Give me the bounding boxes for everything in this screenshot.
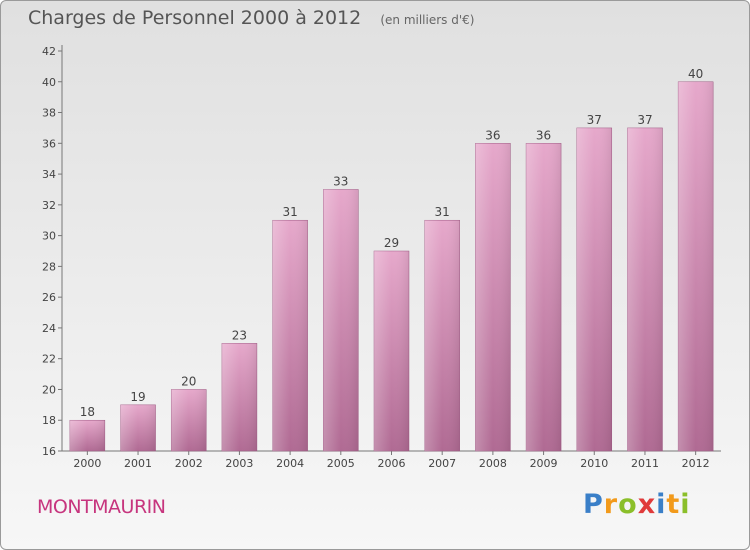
value-label-2011: 37 — [637, 113, 652, 127]
x-tick-label-2002: 2002 — [175, 457, 203, 470]
logo-letter-1: r — [603, 489, 619, 520]
value-label-2012: 40 — [688, 67, 703, 81]
y-tick-label-24: 24 — [42, 322, 56, 335]
x-tick-label-2004: 2004 — [276, 457, 304, 470]
value-label-2001: 19 — [130, 390, 145, 404]
bar-shine-2009 — [526, 143, 562, 452]
y-tick-label-20: 20 — [42, 383, 56, 396]
logo-letter-6: i — [680, 489, 691, 520]
bar-shine-2003 — [221, 343, 257, 451]
value-label-2004: 31 — [282, 205, 297, 219]
title-row: Charges de Personnel 2000 à 2012 (en mil… — [28, 7, 474, 29]
bar-shine-2002 — [171, 389, 207, 451]
x-tick-label-2011: 2011 — [631, 457, 659, 470]
x-tick-label-2009: 2009 — [530, 457, 558, 470]
y-tick-label-28: 28 — [42, 260, 56, 273]
y-tick-label-34: 34 — [42, 168, 56, 181]
x-tick-label-2006: 2006 — [378, 457, 406, 470]
y-tick-label-32: 32 — [42, 199, 56, 212]
x-tick-label-2010: 2010 — [580, 457, 608, 470]
commune-name: MONTMAURIN — [37, 496, 166, 518]
value-label-2005: 33 — [333, 174, 348, 188]
bar-shine-2011 — [627, 127, 663, 451]
y-tick-label-22: 22 — [42, 353, 56, 366]
x-tick-label-2012: 2012 — [682, 457, 710, 470]
bar-shine-2012 — [678, 81, 714, 452]
logo-letter-5: t — [666, 489, 681, 520]
logo-letter-4: i — [656, 489, 667, 520]
bar-shine-2005 — [323, 189, 359, 451]
value-label-2000: 18 — [80, 405, 95, 419]
chart-subtitle: (en milliers d'€) — [380, 13, 475, 27]
bar-shine-2000 — [69, 420, 105, 451]
proxiti-logo: Proxiti — [583, 489, 691, 520]
y-tick-label-40: 40 — [42, 76, 56, 89]
value-label-2006: 29 — [384, 236, 399, 250]
value-label-2002: 20 — [181, 374, 196, 388]
y-tick-label-42: 42 — [42, 45, 56, 58]
y-tick-label-38: 38 — [42, 107, 56, 120]
value-label-2008: 36 — [485, 128, 500, 142]
value-label-2007: 31 — [435, 205, 450, 219]
x-tick-label-2003: 2003 — [225, 457, 253, 470]
logo-letter-2: o — [618, 489, 638, 520]
bars-group — [69, 81, 714, 452]
y-tick-label-30: 30 — [42, 230, 56, 243]
bar-shine-2006 — [374, 251, 409, 451]
bar-shine-2004 — [272, 220, 308, 451]
y-tick-label-16: 16 — [42, 445, 56, 458]
value-labels-group: 18 19 20 23 31 33 29 31 36 36 37 37 40 — [80, 67, 704, 419]
x-tick-label-2001: 2001 — [124, 457, 152, 470]
logo-letter-0: P — [583, 489, 604, 520]
bar-shine-2001 — [120, 404, 156, 451]
x-tick-label-2008: 2008 — [479, 457, 507, 470]
bar-shine-2010 — [576, 127, 612, 451]
chart-title: Charges de Personnel 2000 à 2012 — [28, 7, 362, 29]
y-tick-label-36: 36 — [42, 137, 56, 150]
value-label-2009: 36 — [536, 128, 551, 142]
bar-shine-2008 — [475, 143, 511, 452]
x-tick-label-2007: 2007 — [428, 457, 456, 470]
value-label-2003: 23 — [232, 328, 247, 342]
logo-letter-3: x — [637, 489, 657, 520]
x-tick-label-2000: 2000 — [73, 457, 101, 470]
bar-shine-2007 — [424, 220, 460, 451]
x-tick-label-2005: 2005 — [327, 457, 355, 470]
y-tick-label-18: 18 — [42, 414, 56, 427]
value-label-2010: 37 — [587, 113, 602, 127]
y-tick-label-26: 26 — [42, 291, 56, 304]
